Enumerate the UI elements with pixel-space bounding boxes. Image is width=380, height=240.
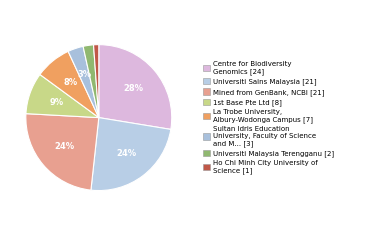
Text: 3%: 3% — [77, 70, 92, 79]
Wedge shape — [83, 45, 99, 118]
Wedge shape — [99, 45, 172, 129]
Text: 9%: 9% — [49, 98, 63, 107]
Wedge shape — [40, 51, 99, 118]
Text: 24%: 24% — [116, 149, 136, 158]
Wedge shape — [91, 118, 171, 191]
Text: 24%: 24% — [54, 142, 74, 151]
Wedge shape — [26, 114, 99, 190]
Wedge shape — [93, 45, 99, 118]
Wedge shape — [26, 74, 99, 118]
Text: 8%: 8% — [63, 78, 77, 87]
Wedge shape — [68, 46, 99, 118]
Text: 28%: 28% — [123, 84, 143, 93]
Legend: Centre for Biodiversity
Genomics [24], Universiti Sains Malaysia [21], Mined fro: Centre for Biodiversity Genomics [24], U… — [203, 60, 335, 175]
